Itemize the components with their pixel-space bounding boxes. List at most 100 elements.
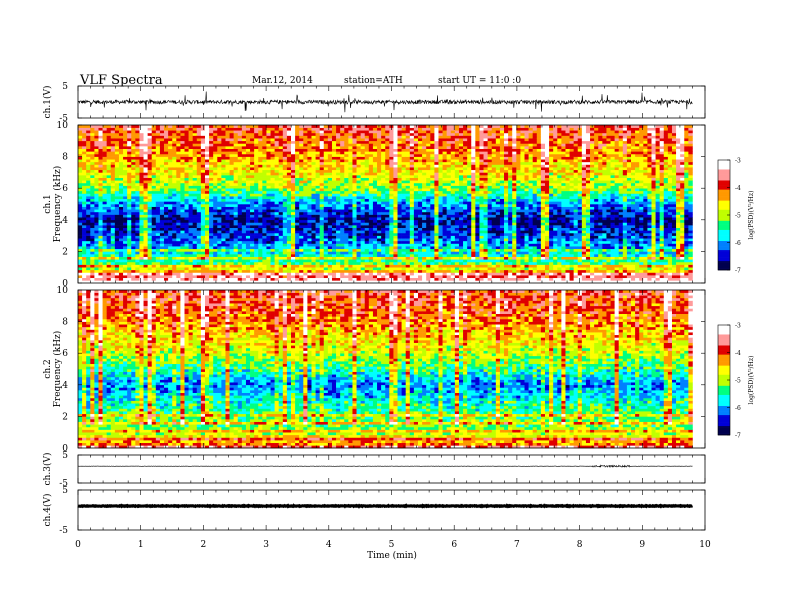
ch1-spectrogram-cell [107, 170, 111, 173]
ch1-spectrogram-cell [221, 275, 225, 278]
ch1-spectrogram-cell [168, 128, 172, 131]
ch1-spectrogram-cell [266, 141, 270, 144]
ch1-spectrogram-cell [98, 244, 102, 247]
ch1-spectrogram-cell [82, 167, 86, 170]
ch1-spectrogram-cell [258, 275, 262, 278]
ch1-spectrogram-cell [103, 154, 107, 157]
ch1-spectrogram-cell [389, 209, 393, 212]
ch1-spectrogram-cell [180, 157, 184, 160]
ch1-spectrogram-cell [230, 275, 234, 278]
ch1-spectrogram-cell [98, 128, 102, 131]
ch1-spectrogram-cell [242, 130, 246, 133]
ch1-spectrogram-cell [135, 196, 139, 199]
ch1-spectrogram-cell [139, 162, 143, 165]
ch1-spectrogram-cell [115, 278, 119, 281]
ch1-spectrogram-cell [111, 191, 115, 194]
ch1-spectrogram-cell [402, 146, 406, 149]
ch1-spectrogram-cell [320, 141, 324, 144]
ch1-spectrogram-cell [180, 133, 184, 136]
ch1-spectrogram-cell [283, 204, 287, 207]
ch1-spectrogram-cell [94, 228, 98, 231]
ch1-spectrogram-cell [271, 167, 275, 170]
ch1-spectrogram-cell [98, 149, 102, 152]
ch1-spectrogram-cell [344, 136, 348, 139]
ch1-spectrogram-cell [234, 186, 238, 189]
ch1-spectrogram-cell [193, 125, 197, 128]
ch1-spectrogram-cell [242, 204, 246, 207]
ch1-spectrogram-cell [213, 154, 217, 157]
ch1-spectrogram-cell [123, 215, 127, 218]
ch1-spectrogram-cell [291, 154, 295, 157]
ch1-spectrogram-cell [332, 246, 336, 249]
ch1-spectrogram-cell [254, 159, 258, 162]
ch1-spectrogram-cell [90, 230, 94, 233]
ch1-spectrogram-cell [258, 207, 262, 210]
ch1-spectrogram-cell [340, 212, 344, 215]
ch1-spectrogram-cell [213, 136, 217, 139]
ch1-spectrogram-cell [131, 151, 135, 154]
ch1-spectrogram-cell [94, 172, 98, 175]
ch1-spectrogram-cell [357, 275, 361, 278]
ch1-spectrogram-cell [135, 207, 139, 210]
ch1-spectrogram-cell [107, 204, 111, 207]
ch1-spectrogram-cell [123, 125, 127, 128]
ch1-spectrogram-cell [406, 230, 410, 233]
ch1-spectrogram-cell [254, 170, 258, 173]
ch1-spectrogram-cell [316, 238, 320, 241]
ch1-spectrogram-cell [193, 180, 197, 183]
ch1-spectrogram-cell [234, 175, 238, 178]
ch1-spectrogram-cell [266, 125, 270, 128]
ch1-spectrogram-cell [307, 275, 311, 278]
ch1-spectrogram-cell [144, 230, 148, 233]
ch1-spectrogram-cell [160, 278, 164, 281]
ch1-spectrogram-cell [160, 254, 164, 257]
ch1-spectrogram-cell [393, 225, 397, 228]
ch1-spectrogram-cell [221, 259, 225, 262]
ch1-spectrogram-cell [336, 238, 340, 241]
ch1-spectrogram-cell [225, 236, 229, 239]
ch1-spectrogram-cell [172, 244, 176, 247]
ch1-spectrogram-cell [103, 207, 107, 210]
ch1-spectrogram-cell [381, 196, 385, 199]
ch1-spectrogram-cell [373, 133, 377, 136]
ch1-spectrogram-cell [148, 172, 152, 175]
ch1-spectrogram-cell [357, 193, 361, 196]
ch1-spectrogram-cell [168, 151, 172, 154]
ch1-spectrogram-cell [103, 172, 107, 175]
ch1-spectrogram-cell [320, 143, 324, 146]
ch1-spectrogram-cell [352, 241, 356, 244]
ch1-spectrogram-cell [279, 241, 283, 244]
ch1-spectrogram-cell [86, 199, 90, 202]
ch1-spectrogram-cell [266, 149, 270, 152]
ch1-spectrogram-cell [189, 270, 193, 273]
ch1-spectrogram-cell [307, 236, 311, 239]
ch1-spectrogram-cell [377, 249, 381, 252]
ch1-spectrogram-cell [213, 257, 217, 260]
ch1-spectrogram-cell [115, 230, 119, 233]
ch1-spectrogram-cell [185, 275, 189, 278]
ch1-spectrogram-cell [82, 254, 86, 257]
ch1-spectrogram-cell [209, 209, 213, 212]
ch1-spectrogram-cell [316, 165, 320, 168]
ch1-spectrogram-cell [197, 125, 201, 128]
ch1-spectrogram-cell [90, 241, 94, 244]
ch1-spectrogram-cell [275, 222, 279, 225]
ch1-spectrogram-cell [238, 133, 242, 136]
ch1-spectrogram-cell [205, 212, 209, 215]
ch1-spectrogram-cell [90, 228, 94, 231]
ch1-spectrogram-cell [148, 225, 152, 228]
ch1-spectrogram-cell [258, 180, 262, 183]
ch1-spectrogram-cell [213, 188, 217, 191]
ch1-spectrogram-cell [119, 278, 123, 281]
ch1-spectrogram-cell [373, 149, 377, 152]
ch1-spectrogram-cell [344, 180, 348, 183]
ch1-spectrogram-cell [201, 241, 205, 244]
ch1-spectrogram-cell [291, 165, 295, 168]
ch1-spectrogram-cell [369, 275, 373, 278]
ch1-spectrogram-cell [283, 146, 287, 149]
ch1-spectrogram-cell [402, 193, 406, 196]
ch1-spectrogram-cell [311, 251, 315, 254]
ch1-spectrogram-cell [152, 130, 156, 133]
ch1-spectrogram-cell [201, 209, 205, 212]
ch1-spectrogram-cell [180, 170, 184, 173]
